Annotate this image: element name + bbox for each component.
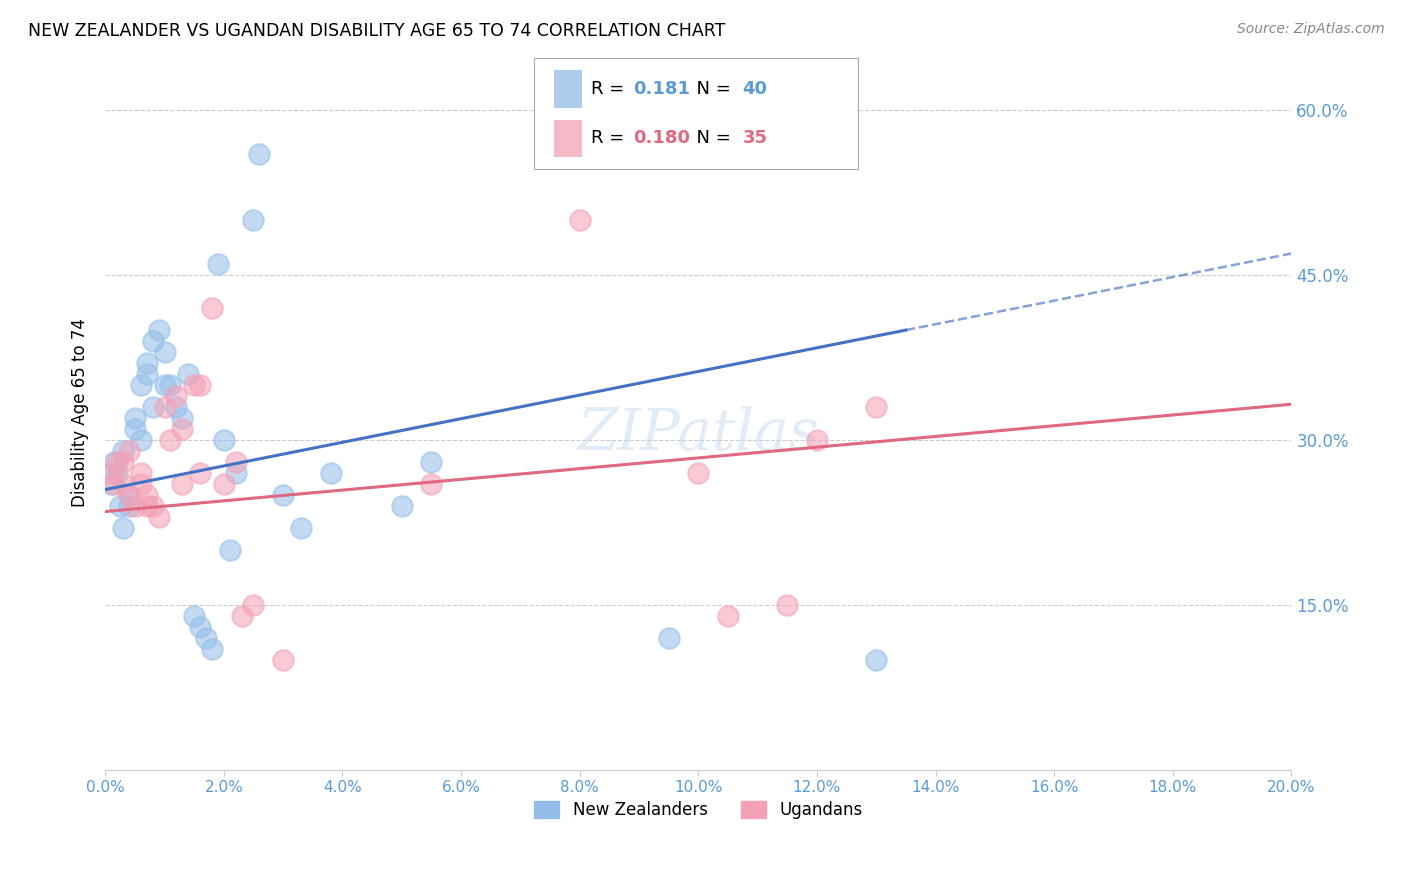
- Point: [806, 433, 828, 447]
- Point: [148, 323, 170, 337]
- Point: [103, 455, 125, 469]
- Point: [865, 400, 887, 414]
- Point: [218, 543, 240, 558]
- Text: 35: 35: [742, 129, 768, 147]
- Text: 40: 40: [742, 80, 768, 98]
- Point: [153, 400, 176, 414]
- Point: [124, 422, 146, 436]
- Point: [420, 455, 443, 469]
- Point: [103, 477, 125, 491]
- Point: [776, 598, 799, 612]
- Point: [172, 477, 194, 491]
- Text: N =: N =: [685, 80, 737, 98]
- Point: [124, 411, 146, 425]
- Point: [225, 455, 247, 469]
- Text: Source: ZipAtlas.com: Source: ZipAtlas.com: [1237, 22, 1385, 37]
- Y-axis label: Disability Age 65 to 74: Disability Age 65 to 74: [72, 318, 89, 507]
- Point: [135, 488, 157, 502]
- Point: [100, 477, 122, 491]
- Text: 0.180: 0.180: [633, 129, 690, 147]
- Point: [148, 510, 170, 524]
- Point: [165, 400, 187, 414]
- Point: [108, 499, 131, 513]
- Point: [568, 213, 591, 227]
- Text: 0.181: 0.181: [633, 80, 690, 98]
- Point: [124, 499, 146, 513]
- Point: [172, 411, 194, 425]
- Point: [865, 653, 887, 667]
- Point: [271, 653, 294, 667]
- Point: [100, 466, 122, 480]
- Point: [153, 345, 176, 359]
- Point: [111, 477, 134, 491]
- Point: [118, 488, 141, 502]
- Point: [188, 620, 211, 634]
- Point: [188, 378, 211, 392]
- Point: [105, 455, 128, 469]
- Point: [183, 378, 205, 392]
- Point: [688, 466, 710, 480]
- Point: [129, 466, 152, 480]
- Point: [142, 334, 165, 348]
- Point: [290, 521, 312, 535]
- Point: [142, 400, 165, 414]
- Point: [129, 433, 152, 447]
- Point: [159, 378, 181, 392]
- Text: R =: R =: [591, 129, 630, 147]
- Point: [183, 609, 205, 624]
- Point: [212, 477, 235, 491]
- Point: [391, 499, 413, 513]
- Point: [242, 598, 264, 612]
- Point: [717, 609, 740, 624]
- Point: [242, 213, 264, 227]
- Point: [142, 499, 165, 513]
- Point: [105, 466, 128, 480]
- Point: [135, 499, 157, 513]
- Point: [159, 433, 181, 447]
- Point: [420, 477, 443, 491]
- Point: [118, 499, 141, 513]
- Text: R =: R =: [591, 80, 630, 98]
- Point: [118, 444, 141, 458]
- Point: [129, 378, 152, 392]
- Point: [111, 455, 134, 469]
- Point: [165, 389, 187, 403]
- Point: [135, 356, 157, 370]
- Point: [249, 147, 271, 161]
- Text: NEW ZEALANDER VS UGANDAN DISABILITY AGE 65 TO 74 CORRELATION CHART: NEW ZEALANDER VS UGANDAN DISABILITY AGE …: [28, 22, 725, 40]
- Point: [231, 609, 253, 624]
- Point: [172, 422, 194, 436]
- Point: [212, 433, 235, 447]
- Point: [201, 642, 224, 657]
- Legend: New Zealanders, Ugandans: New Zealanders, Ugandans: [527, 795, 869, 826]
- Point: [111, 521, 134, 535]
- Point: [201, 301, 224, 315]
- Point: [135, 367, 157, 381]
- Point: [207, 257, 229, 271]
- Text: N =: N =: [685, 129, 737, 147]
- Point: [319, 466, 342, 480]
- Point: [658, 631, 681, 645]
- Point: [111, 444, 134, 458]
- Point: [153, 378, 176, 392]
- Point: [225, 466, 247, 480]
- Point: [195, 631, 218, 645]
- Point: [188, 466, 211, 480]
- Point: [177, 367, 200, 381]
- Point: [271, 488, 294, 502]
- Point: [118, 488, 141, 502]
- Point: [129, 477, 152, 491]
- Text: ZIPatlas: ZIPatlas: [578, 406, 820, 462]
